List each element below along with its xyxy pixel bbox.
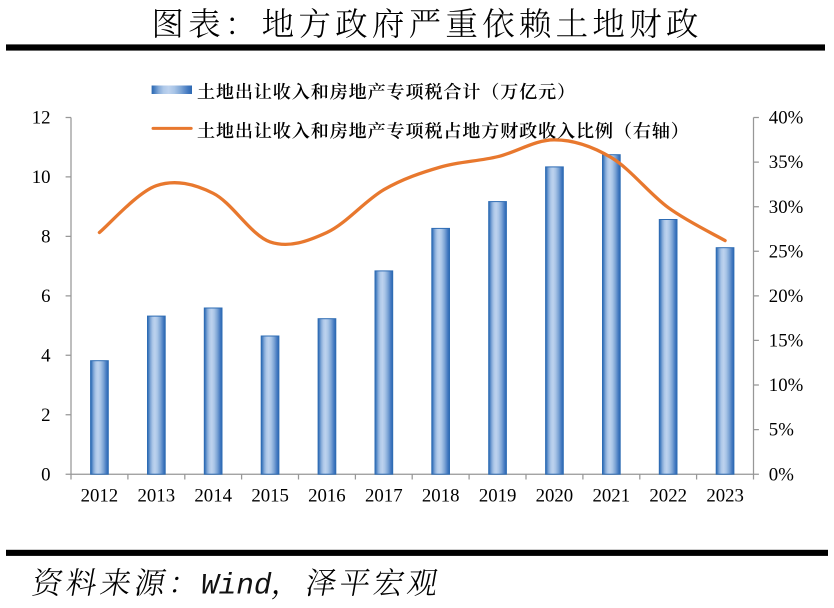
svg-text:10%: 10% bbox=[769, 375, 803, 396]
svg-text:2018: 2018 bbox=[422, 486, 460, 507]
svg-text:Wind: Wind bbox=[201, 570, 272, 603]
svg-text:15%: 15% bbox=[769, 331, 803, 352]
svg-text:2016: 2016 bbox=[308, 486, 346, 507]
svg-text:30%: 30% bbox=[769, 197, 803, 218]
svg-text:4: 4 bbox=[41, 345, 51, 366]
svg-text:5%: 5% bbox=[769, 420, 794, 441]
svg-text:10: 10 bbox=[32, 167, 51, 188]
svg-text:2017: 2017 bbox=[365, 486, 403, 507]
svg-text:2022: 2022 bbox=[649, 486, 687, 507]
svg-text:2023: 2023 bbox=[706, 486, 744, 507]
svg-text:0: 0 bbox=[41, 464, 50, 485]
svg-text:35%: 35% bbox=[769, 152, 803, 173]
svg-text:2020: 2020 bbox=[536, 486, 574, 507]
svg-text:20%: 20% bbox=[769, 286, 803, 307]
svg-text:0%: 0% bbox=[769, 464, 794, 485]
svg-text:25%: 25% bbox=[769, 241, 803, 262]
svg-text:6: 6 bbox=[41, 286, 50, 307]
svg-text:40%: 40% bbox=[769, 108, 803, 129]
svg-text:2014: 2014 bbox=[194, 486, 232, 507]
svg-text:12: 12 bbox=[32, 108, 51, 129]
svg-text:2015: 2015 bbox=[251, 486, 289, 507]
svg-text:2013: 2013 bbox=[138, 486, 176, 507]
svg-text:2021: 2021 bbox=[593, 486, 631, 507]
svg-text:2012: 2012 bbox=[81, 486, 119, 507]
svg-text:8: 8 bbox=[41, 227, 50, 248]
svg-text:2019: 2019 bbox=[479, 486, 517, 507]
svg-text:2: 2 bbox=[41, 405, 50, 426]
